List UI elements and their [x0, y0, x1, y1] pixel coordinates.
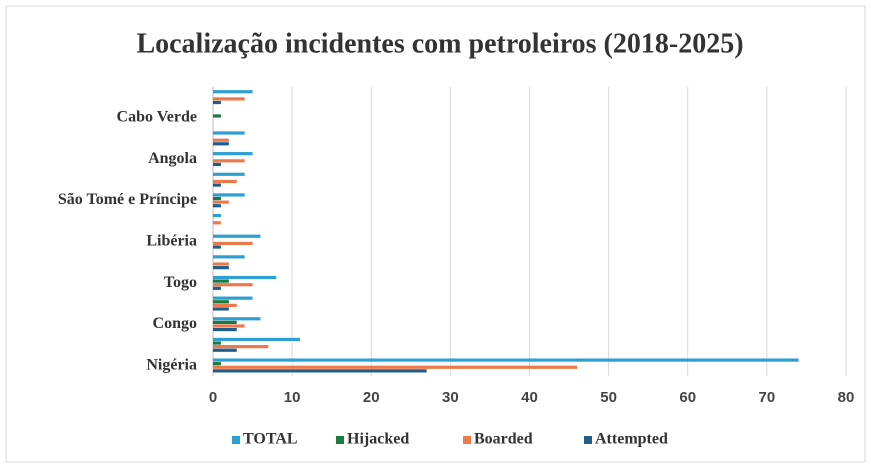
bar: [213, 245, 221, 249]
bar: [213, 266, 229, 270]
bar: [213, 358, 799, 362]
bar: [213, 172, 245, 176]
bar: [213, 213, 221, 218]
legend-label: Hijacked: [347, 431, 409, 448]
bar: [213, 152, 253, 156]
y-tick-label: São Tomé e Príncipe: [58, 191, 197, 208]
bar: [213, 286, 221, 290]
x-tick-label: 70: [759, 389, 776, 406]
bar: [213, 327, 237, 332]
bar: [213, 97, 245, 101]
y-tick-label: Congo: [153, 315, 197, 332]
bar: [213, 162, 221, 167]
legend-swatch: [463, 436, 471, 444]
bar: [213, 131, 245, 135]
chart-title: Localização incidentes com petroleiros (…: [136, 28, 743, 59]
bar: [213, 241, 253, 246]
bar: [213, 262, 229, 266]
y-tick-label: Cabo Verde: [117, 109, 197, 126]
bar: [213, 337, 301, 342]
bar: [213, 369, 427, 373]
bar: [213, 204, 221, 208]
bar: [213, 255, 245, 259]
bar: [213, 307, 229, 311]
legend-label: TOTAL: [243, 431, 298, 448]
x-tick-label: 50: [600, 389, 617, 406]
legend-label: Boarded: [474, 431, 533, 448]
bar: [213, 100, 221, 105]
bar: [213, 234, 261, 238]
x-tick-label: 80: [838, 389, 855, 406]
bar: [213, 365, 577, 369]
bar: [213, 320, 237, 324]
x-tick-label: 60: [679, 389, 696, 406]
bar: [213, 200, 229, 204]
bar: [213, 221, 221, 225]
y-tick-label: Libéria: [146, 232, 197, 249]
bar: [213, 159, 245, 163]
bar: [213, 138, 229, 142]
bar: [213, 348, 237, 352]
bar: [213, 317, 261, 321]
bar: [213, 90, 253, 94]
legend-label: Attempted: [595, 431, 668, 448]
x-tick-label: 10: [284, 389, 301, 406]
legend-swatch: [336, 436, 344, 444]
y-tick-label: Togo: [164, 274, 197, 291]
bar: [213, 114, 221, 118]
bar: [213, 362, 221, 366]
bar: [213, 300, 229, 304]
bar: [213, 324, 245, 328]
x-tick-label: 20: [363, 389, 380, 406]
bar: [213, 196, 221, 201]
bar: [213, 193, 245, 197]
bar: [213, 283, 253, 287]
x-tick-label: 40: [521, 389, 538, 406]
y-tick-label: Angola: [148, 150, 197, 167]
legend-swatch: [232, 436, 240, 444]
bar: [213, 179, 237, 184]
bar: [213, 279, 229, 283]
legend-swatch: [584, 436, 592, 444]
chart-border: [5, 5, 866, 463]
y-tick-label: Nigéria: [146, 356, 197, 373]
bar: [213, 183, 221, 187]
bar: [213, 303, 237, 307]
bar: [213, 345, 269, 349]
bar: [213, 296, 253, 300]
bar: [213, 142, 229, 146]
bar: [213, 275, 277, 280]
bar: [213, 341, 221, 345]
x-tick-label: 0: [209, 389, 217, 406]
x-tick-label: 30: [442, 389, 459, 406]
